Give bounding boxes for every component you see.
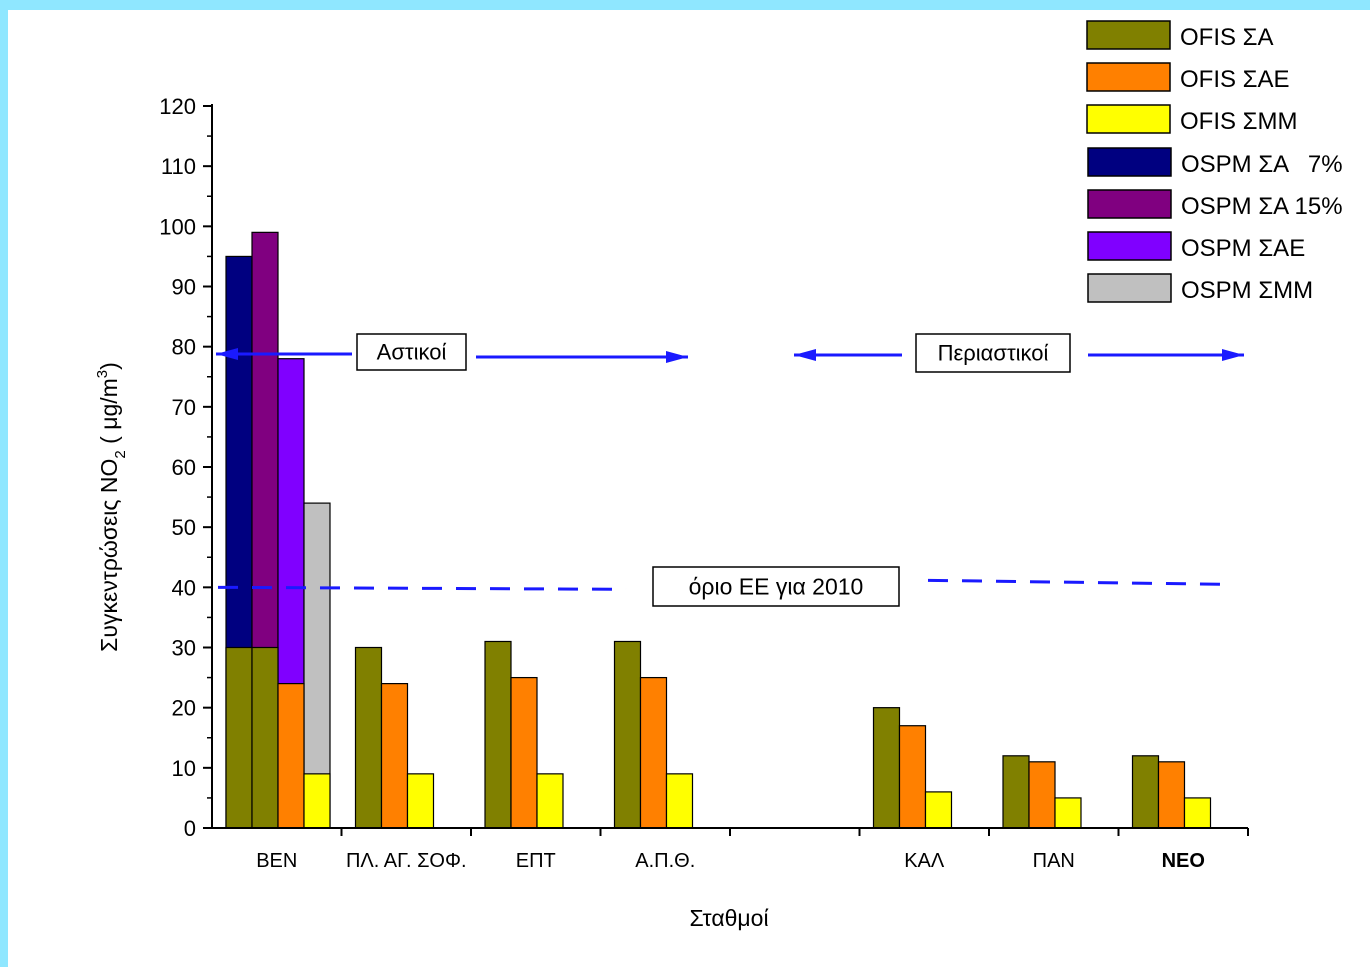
bar-series-1-cat-3 — [639, 676, 668, 829]
y-tick-label-90: 90 — [172, 275, 196, 300]
y-tick-label-0: 0 — [184, 816, 196, 841]
y-tick-label-40: 40 — [172, 575, 196, 600]
bar-series-2-cat-5 — [924, 791, 953, 829]
y-tick-label-20: 20 — [172, 696, 196, 721]
bar-series-0-cat-1 — [354, 646, 383, 829]
legend-swatch-1 — [1086, 62, 1171, 92]
y-tick-label-80: 80 — [172, 335, 196, 360]
x-tick-label-6: ΠΑΝ — [1033, 850, 1075, 872]
suburban-arrow-left-head — [794, 349, 816, 361]
x-tick-label-7: ΝΕΟ — [1162, 850, 1205, 872]
y-tick-label-100: 100 — [159, 214, 196, 239]
suburban-arrow-right-head — [1222, 349, 1244, 361]
bar-ofis-2-0 — [277, 682, 305, 829]
urban-arrow-left-head — [216, 348, 238, 360]
chart-legend: OFIS ΣΑ OFIS ΣΑΕ OFIS ΣΜΜ OSPM ΣΑ 7% OSPM ΣΑ… — [1086, 20, 1343, 304]
legend-label-6: OSPM ΣΜΜ — [1181, 277, 1313, 304]
x-tick-label-0: ΒΕΝ — [256, 850, 297, 872]
y-axis-title-superscript: 3 — [94, 370, 111, 378]
y-tick-label-110: 110 — [161, 154, 196, 179]
legend-label-0: OFIS ΣΑ — [1180, 24, 1274, 51]
bar-series-0-cat-6 — [1002, 755, 1030, 829]
legend-swatch-5 — [1087, 231, 1172, 261]
bar-series-0-cat-2 — [484, 640, 512, 829]
legend-swatch-3 — [1087, 147, 1172, 177]
eu-limit-line-left — [217, 585, 627, 591]
urban-label-text: Αστικοί — [377, 340, 447, 365]
bar-series-1-cat-1 — [380, 682, 409, 829]
y-tick-label-120: 120 — [159, 94, 196, 119]
chart-axes: 0 10 20 30 40 50 60 70 80 90 100 110 120 ΒΕΝ ΠΛ. ΑΓ. Σ… — [159, 94, 1249, 872]
y-tick-label-30: 30 — [172, 636, 196, 661]
bar-series-2-cat-7 — [1183, 797, 1212, 829]
urban-label-box — [356, 333, 467, 371]
legend-swatch-4 — [1087, 189, 1172, 219]
chart-marks — [225, 231, 1212, 829]
bar-series-2-cat-2 — [536, 773, 564, 829]
suburban-label-box — [915, 333, 1071, 373]
legend-label-3: OSPM ΣΑ 7% — [1181, 151, 1343, 178]
y-tick-label-50: 50 — [172, 515, 196, 540]
bar-series-1-cat-7 — [1157, 761, 1186, 829]
legend-label-2: OFIS ΣΜΜ — [1180, 108, 1298, 135]
y-axis-title-unit-close: ) — [96, 362, 122, 370]
x-tick-label-1: ΠΛ. ΑΓ. ΣΟΦ. — [346, 850, 467, 872]
eu-limit-label-text: όριο ΕΕ για 2010 — [689, 574, 864, 600]
bar-series-1-cat-5 — [898, 725, 927, 829]
x-axis-title: Σταθμοί — [689, 905, 768, 931]
y-tick-label-10: 10 — [172, 756, 196, 781]
x-tick-label-3: Α.Π.Θ. — [635, 850, 695, 872]
bar-ofis-0-0 — [225, 646, 253, 829]
legend-swatch-2 — [1086, 104, 1171, 134]
eu-limit-line-right — [927, 578, 1227, 586]
y-tick-label-60: 60 — [172, 455, 196, 480]
bar-series-1-cat-6 — [1028, 761, 1056, 829]
eu-limit-label-box — [652, 566, 900, 607]
chart-annotations: Αστικοί Περιαστικοί όριο ΕΕ για 2010 — [216, 333, 1244, 607]
legend-label-1: OFIS ΣΑΕ — [1180, 66, 1290, 93]
x-tick-label-2: ΕΠΤ — [516, 850, 556, 872]
legend-swatch-0 — [1086, 20, 1171, 50]
bar-series-0-cat-7 — [1131, 755, 1160, 829]
y-axis-title: Συγκεντρώσεις NO2 ( μg/m3) — [94, 362, 129, 652]
bar-series-2-cat-6 — [1054, 797, 1082, 829]
y-axis-title-main: Συγκεντρώσεις NO — [96, 459, 122, 652]
y-tick-label-70: 70 — [172, 395, 196, 420]
y-axis-title-subscript: 2 — [112, 450, 129, 458]
suburban-label-text: Περιαστικοί — [938, 341, 1049, 366]
bar-ofis-3-0 — [303, 773, 331, 829]
urban-arrow-right-head — [666, 351, 688, 363]
bar-series-1-cat-2 — [510, 676, 538, 829]
bar-ofis-1-0 — [251, 646, 279, 829]
legend-label-4: OSPM ΣΑ 15% — [1181, 193, 1343, 220]
bar-series-2-cat-3 — [665, 773, 694, 829]
y-axis-title-unit: ( μg/m — [96, 378, 122, 450]
bar-series-2-cat-1 — [406, 773, 435, 829]
legend-swatch-6 — [1087, 273, 1172, 303]
bar-series-0-cat-3 — [613, 640, 642, 829]
x-tick-label-5: ΚΑΛ — [904, 850, 945, 872]
bar-series-0-cat-5 — [872, 707, 901, 829]
legend-label-5: OSPM ΣΑΕ — [1181, 235, 1305, 262]
